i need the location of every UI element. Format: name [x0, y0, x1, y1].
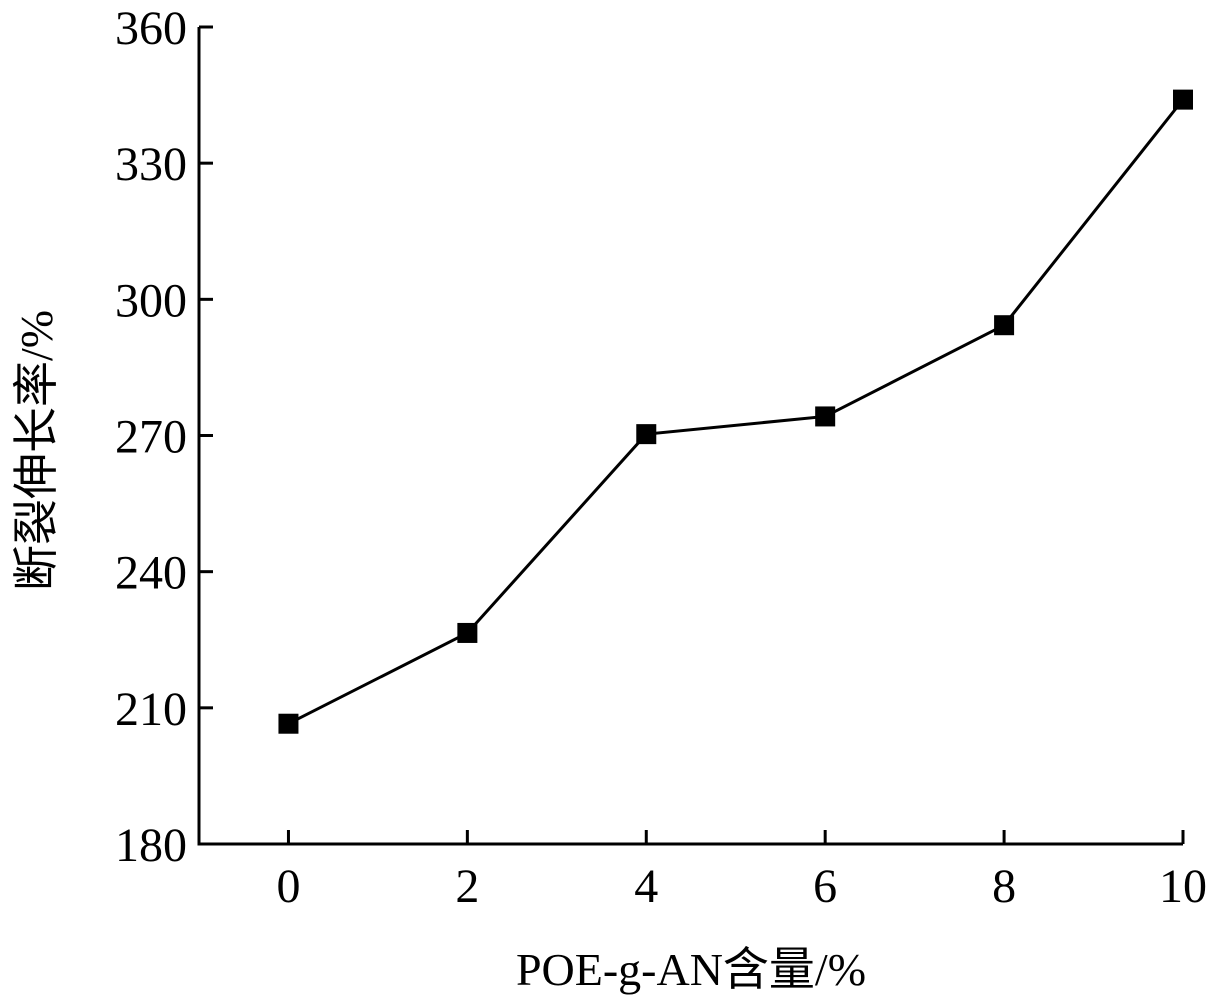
- data-point-marker: [636, 424, 657, 445]
- x-axis-ticks: 0 2 4 6 8 10: [276, 830, 1207, 913]
- x-tick-label: 0: [276, 860, 300, 913]
- data-point-marker: [1173, 89, 1193, 110]
- data-point-marker: [815, 406, 836, 427]
- x-tick-label: 2: [455, 860, 479, 913]
- x-tick-label: 4: [634, 860, 658, 913]
- x-tick-label: 8: [992, 860, 1016, 913]
- y-tick-label: 300: [115, 274, 187, 327]
- y-tick-label: 210: [115, 683, 187, 736]
- y-tick-label: 180: [115, 819, 187, 872]
- y-tick-label: 360: [115, 2, 187, 55]
- x-tick-label: 6: [813, 860, 837, 913]
- data-point-marker: [994, 315, 1015, 336]
- x-tick-label: 10: [1159, 860, 1207, 913]
- series-line: [287, 98, 1185, 726]
- axes: [197, 27, 1183, 846]
- y-tick-label: 270: [115, 411, 187, 464]
- data-point-marker: [278, 713, 299, 734]
- y-tick-label: 240: [115, 547, 187, 600]
- y-axis-label: 断裂伸长率/%: [11, 310, 62, 591]
- series-group: [278, 89, 1193, 734]
- x-axis-label: POE-g-AN含量/%: [516, 944, 866, 995]
- y-axis-ticks: 180 210 240 270 300 330 360: [115, 2, 213, 872]
- y-tick-label: 330: [115, 138, 187, 191]
- data-point-marker: [457, 622, 478, 643]
